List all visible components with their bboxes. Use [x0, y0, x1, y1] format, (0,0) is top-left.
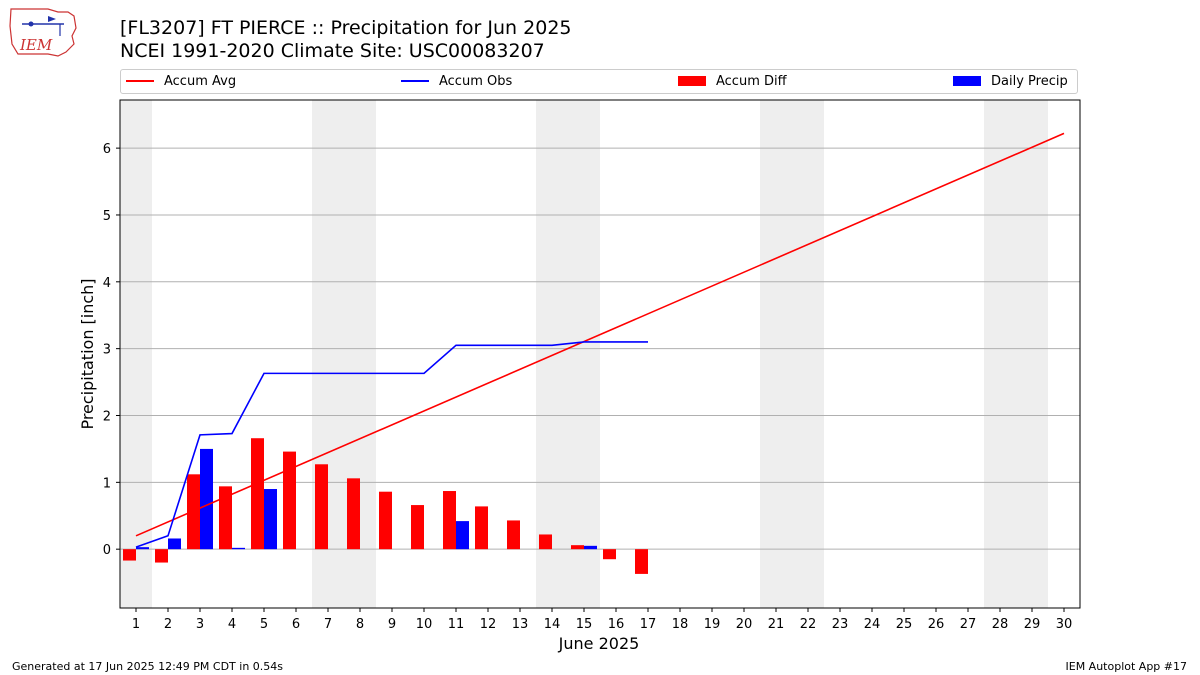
- y-axis-label: Precipitation [inch]: [78, 278, 97, 429]
- x-tick-label: 6: [292, 617, 300, 632]
- daily-precip-bar: [584, 545, 597, 550]
- accum-diff-bar: [251, 438, 264, 550]
- daily-precip-bar: [232, 547, 245, 550]
- legend-label-accum-obs: Accum Obs: [439, 74, 513, 89]
- x-tick-label: 11: [448, 617, 465, 632]
- legend-swatch-accum-obs: [401, 79, 429, 82]
- daily-precip-bar: [136, 547, 149, 550]
- x-tick-label: 22: [800, 617, 817, 632]
- x-tick-label: 2: [164, 617, 172, 632]
- x-tick-label: 1: [132, 617, 140, 632]
- x-tick-label: 30: [1056, 617, 1073, 632]
- accum-diff-bar: [283, 451, 296, 550]
- accum-diff-bar: [155, 549, 168, 563]
- accum-diff-bar: [411, 505, 424, 550]
- x-tick-label: 23: [832, 617, 849, 632]
- accum-diff-bar: [475, 506, 488, 550]
- x-tick-label: 25: [896, 617, 913, 632]
- accum-avg-line: [135, 132, 1065, 537]
- plot-frame: [119, 99, 1081, 609]
- chart-subtitle: NCEI 1991-2020 Climate Site: USC00083207: [120, 40, 545, 62]
- x-axis-ticks: 1 2 3 4 5 6 7 8 9 10 11 12 13 14 15 16 17 18 19 20 21 22 23 24 2…: [132, 608, 1072, 632]
- accum-diff-bar: [379, 491, 392, 550]
- x-tick-label: 7: [324, 617, 332, 632]
- x-tick-label: 9: [388, 617, 396, 632]
- x-tick-label: 13: [512, 617, 529, 632]
- weekend-band: [984, 100, 1048, 608]
- weekend-shading: [120, 100, 1048, 608]
- generated-timestamp: Generated at 17 Jun 2025 12:49 PM CDT in…: [12, 660, 284, 673]
- daily-precip-bar: [456, 521, 469, 550]
- x-axis-label: June 2025: [558, 634, 640, 653]
- x-tick-label: 19: [704, 617, 721, 632]
- line-series: [135, 132, 1065, 548]
- accum-diff-bar: [123, 549, 136, 561]
- x-tick-label: 10: [416, 617, 433, 632]
- weekend-band: [536, 100, 600, 608]
- y-tick-label: 4: [103, 276, 111, 291]
- x-tick-label: 27: [960, 617, 977, 632]
- x-tick-label: 29: [1024, 617, 1041, 632]
- daily-precip-bar: [264, 489, 277, 550]
- x-tick-label: 24: [864, 617, 881, 632]
- accum-obs-line: [135, 341, 648, 548]
- x-tick-label: 5: [260, 617, 268, 632]
- accum-diff-bar: [347, 478, 360, 550]
- accum-diff-bar: [635, 549, 648, 574]
- accum-diff-bar: [315, 464, 328, 550]
- legend-daily-precip: Daily Precip: [953, 74, 1068, 90]
- legend-label-daily-precip: Daily Precip: [991, 74, 1068, 89]
- svg-text:IEM: IEM: [19, 36, 53, 54]
- legend-label-accum-avg: Accum Avg: [164, 74, 237, 89]
- x-tick-label: 26: [928, 617, 945, 632]
- y-tick-label: 5: [103, 209, 111, 224]
- accum-diff-bar: [539, 534, 552, 550]
- legend-accum-avg: Accum Avg: [126, 74, 236, 90]
- x-tick-label: 3: [196, 617, 204, 632]
- weekend-band: [120, 100, 152, 608]
- x-tick-label: 28: [992, 617, 1009, 632]
- y-tick-label: 1: [103, 476, 111, 491]
- iem-logo: IEM: [9, 8, 77, 57]
- y-gridlines: [120, 147, 1080, 550]
- legend-swatch-accum-avg: [126, 79, 154, 82]
- accum-diff-bar: [603, 549, 616, 560]
- y-axis-ticks: 0 1 2 3 4 5 6: [103, 142, 120, 558]
- accum-diff-bar: [443, 491, 456, 550]
- chart-title: [FL3207] FT PIERCE :: Precipitation for …: [120, 17, 572, 39]
- bar-series: [123, 438, 648, 574]
- legend-swatch-accum-diff: [678, 75, 706, 86]
- y-tick-label: 2: [103, 409, 111, 424]
- app-credit: IEM Autoplot App #17: [1065, 660, 1188, 673]
- x-tick-label: 16: [608, 617, 625, 632]
- chart-legend: Accum Avg Accum Obs Accum Diff Daily Pre…: [120, 69, 1078, 94]
- y-tick-label: 3: [103, 343, 111, 358]
- x-tick-label: 20: [736, 617, 753, 632]
- x-tick-label: 8: [356, 617, 364, 632]
- x-tick-label: 17: [640, 617, 657, 632]
- x-tick-label: 21: [768, 617, 785, 632]
- weekend-band: [760, 100, 824, 608]
- legend-accum-obs: Accum Obs: [401, 74, 512, 90]
- x-tick-label: 14: [544, 617, 561, 632]
- x-tick-label: 15: [576, 617, 593, 632]
- legend-label-accum-diff: Accum Diff: [716, 74, 787, 89]
- y-tick-label: 0: [103, 543, 111, 558]
- daily-precip-bar: [168, 538, 181, 550]
- accum-diff-bar: [507, 520, 520, 550]
- y-tick-label: 6: [103, 142, 111, 157]
- x-tick-label: 12: [480, 617, 497, 632]
- daily-precip-bar: [200, 448, 213, 550]
- x-tick-label: 18: [672, 617, 689, 632]
- x-tick-label: 4: [228, 617, 236, 632]
- accum-diff-bar: [219, 486, 232, 550]
- legend-swatch-daily-precip: [953, 75, 981, 86]
- legend-accum-diff: Accum Diff: [678, 74, 787, 90]
- accum-diff-bar: [571, 545, 584, 550]
